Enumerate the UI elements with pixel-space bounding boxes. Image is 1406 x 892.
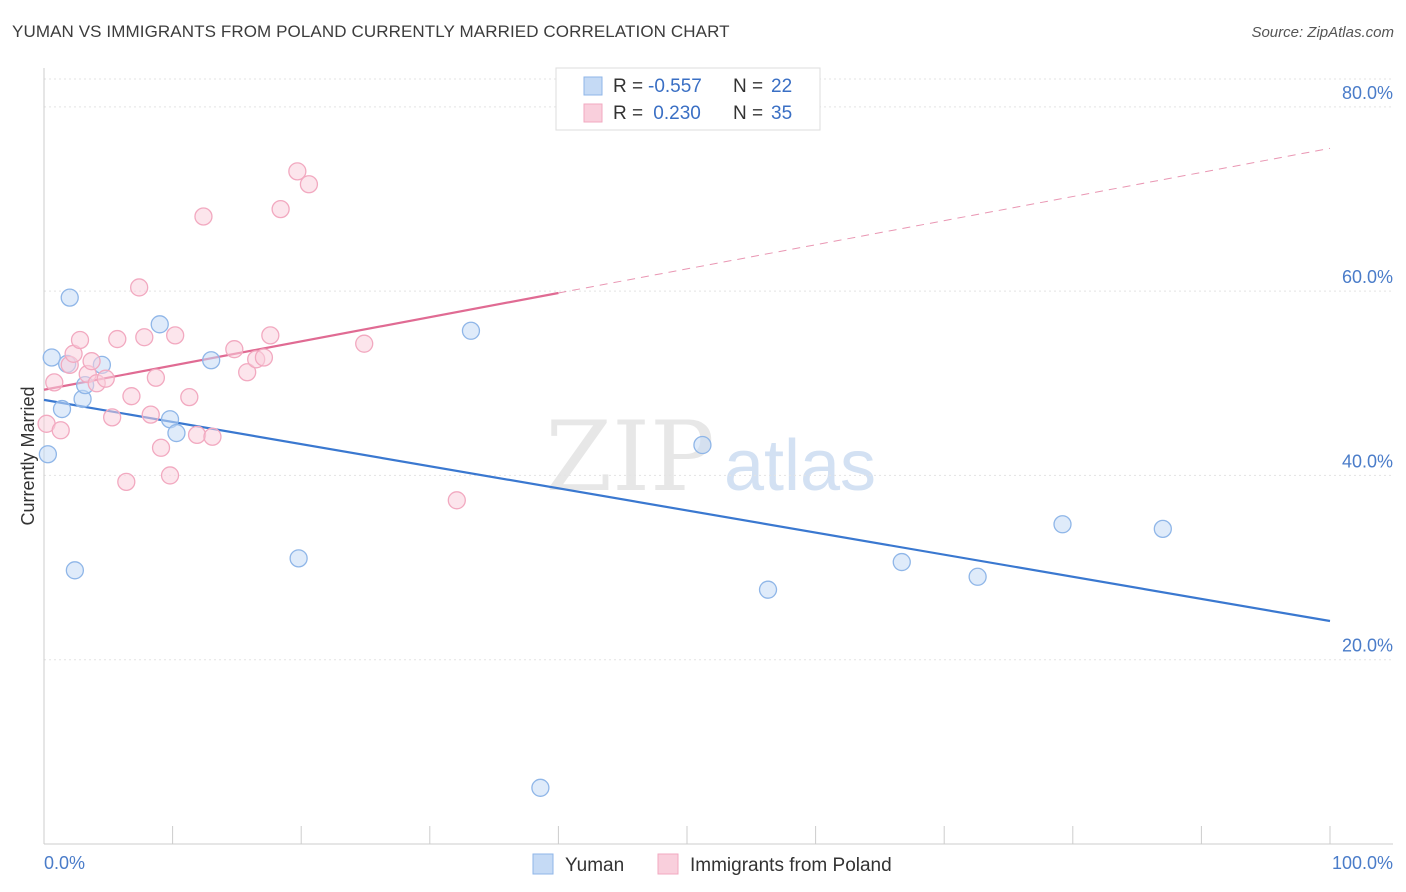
data-point-yuman — [968, 567, 987, 586]
data-point-poland — [103, 408, 122, 427]
data-point-poland — [70, 330, 90, 350]
data-point-yuman — [150, 315, 169, 334]
data-point-poland — [355, 334, 374, 353]
data-point-yuman — [892, 552, 911, 572]
series-legend-label-poland: Immigrants from Poland — [690, 855, 892, 876]
data-point-poland — [141, 405, 160, 424]
watermark-zip: ZIP — [545, 401, 714, 513]
series-legend-swatch-yuman — [532, 853, 554, 875]
data-point-poland — [288, 162, 307, 181]
trend-lines — [43, 147, 1331, 623]
y-axis-label: Currently Married — [18, 386, 38, 525]
data-point-poland — [261, 326, 280, 345]
data-point-poland — [194, 207, 213, 226]
trend-line-extension-poland — [558, 147, 1331, 294]
stats-legend-r-label-poland: R = — [613, 103, 643, 124]
data-point-poland — [146, 368, 166, 387]
series-legend: Yuman Immigrants from Poland — [532, 853, 892, 876]
axes — [43, 68, 1393, 845]
data-point-poland — [299, 175, 319, 194]
watermark-atlas: atlas — [724, 426, 876, 506]
data-point-yuman — [60, 288, 79, 307]
data-point-poland — [117, 472, 136, 492]
data-point-yuman — [693, 435, 712, 455]
y-tick-label: 20.0% — [1342, 636, 1393, 656]
data-point-poland — [160, 466, 180, 485]
data-point-poland — [166, 326, 185, 345]
data-point-poland — [254, 348, 274, 367]
series-legend-label-yuman: Yuman — [565, 855, 624, 876]
data-point-yuman — [52, 399, 72, 419]
stats-legend-n-label-yuman: N = — [733, 76, 763, 97]
trend-line-yuman — [43, 398, 1331, 623]
data-point-poland — [151, 438, 171, 457]
y-tick-label: 40.0% — [1342, 451, 1393, 471]
trend-line-poland — [43, 291, 559, 391]
y-tick-label: 60.0% — [1342, 267, 1393, 287]
y-tick-labels: 20.0% 40.0% 60.0% 80.0% — [1342, 83, 1393, 656]
stats-legend-n-label-poland: N = — [733, 103, 763, 124]
data-point-poland — [108, 329, 127, 349]
data-point-yuman — [461, 321, 481, 340]
data-point-poland — [82, 352, 101, 371]
x-tick-label-min: 0.0% — [44, 853, 85, 873]
data-point-poland — [135, 328, 154, 347]
data-point-poland — [45, 373, 64, 392]
data-point-poland — [238, 363, 257, 382]
data-point-poland — [187, 425, 207, 445]
stats-legend-n-value-poland: 35 — [771, 103, 792, 124]
data-point-yuman — [167, 423, 186, 443]
data-point-poland — [122, 387, 141, 406]
data-point-yuman — [38, 445, 58, 464]
data-point-yuman — [1053, 515, 1072, 534]
data-point-poland — [130, 278, 149, 297]
chart-title: YUMAN VS IMMIGRANTS FROM POLAND CURRENTL… — [12, 22, 730, 41]
data-point-poland — [447, 491, 466, 510]
y-tick-label: 80.0% — [1342, 83, 1393, 103]
data-point-poland — [51, 421, 70, 440]
stats-legend-n-value-yuman: 22 — [771, 76, 792, 97]
stats-legend-swatch-poland — [583, 103, 603, 123]
stats-legend-r-value-poland: 0.230 — [648, 103, 701, 124]
stats-legend-r-label-yuman: R = — [613, 76, 643, 97]
data-point-poland — [180, 387, 199, 407]
data-point-yuman — [202, 351, 221, 370]
stats-legend-r-value-yuman: -0.557 — [648, 76, 702, 97]
data-points — [37, 162, 1172, 797]
data-point-poland — [96, 369, 115, 388]
data-point-yuman — [65, 561, 85, 580]
data-point-poland — [203, 427, 222, 446]
stats-legend-swatch-yuman — [583, 76, 603, 96]
stats-legend: R = -0.557 N = 22 R = 0.230 N = 35 — [555, 67, 821, 131]
data-point-yuman — [42, 348, 61, 367]
chart-source: Source: ZipAtlas.com — [1251, 24, 1394, 41]
x-tick-label-max: 100.0% — [1332, 853, 1393, 873]
data-point-yuman — [289, 549, 308, 568]
series-legend-swatch-poland — [657, 853, 679, 875]
data-point-poland — [225, 340, 244, 359]
data-point-yuman — [531, 778, 550, 797]
data-point-yuman — [1153, 519, 1172, 539]
data-point-yuman — [758, 580, 778, 599]
data-point-poland — [271, 199, 290, 219]
